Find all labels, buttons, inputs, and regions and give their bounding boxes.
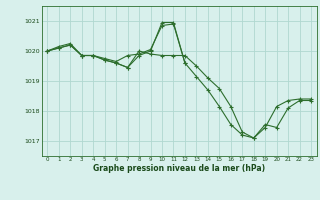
X-axis label: Graphe pression niveau de la mer (hPa): Graphe pression niveau de la mer (hPa) (93, 164, 265, 173)
